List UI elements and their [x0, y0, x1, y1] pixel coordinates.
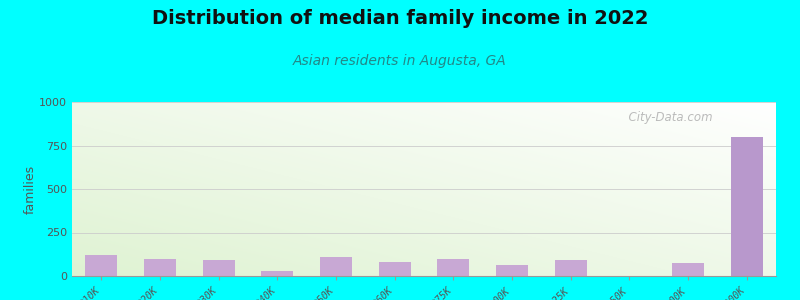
- Bar: [85, 255, 118, 276]
- Bar: [320, 257, 352, 276]
- Bar: [261, 271, 294, 276]
- Bar: [202, 260, 235, 276]
- Bar: [437, 260, 470, 276]
- Bar: [496, 265, 528, 276]
- Text: City-Data.com: City-Data.com: [621, 111, 713, 124]
- Text: Distribution of median family income in 2022: Distribution of median family income in …: [152, 9, 648, 28]
- Bar: [144, 259, 176, 276]
- Bar: [554, 260, 586, 276]
- Bar: [672, 263, 704, 276]
- Bar: [378, 262, 411, 276]
- Bar: [730, 137, 763, 276]
- Y-axis label: families: families: [23, 164, 36, 214]
- Text: Asian residents in Augusta, GA: Asian residents in Augusta, GA: [293, 54, 507, 68]
